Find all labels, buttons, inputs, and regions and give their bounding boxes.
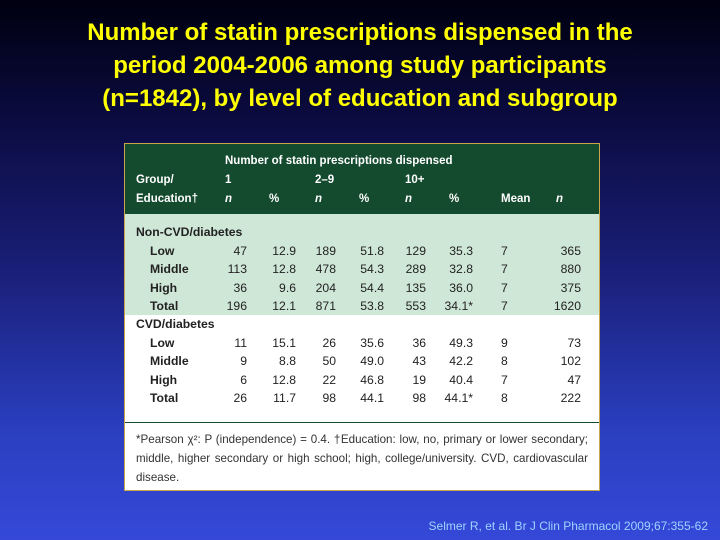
row-label: Middle xyxy=(150,354,189,368)
table-cell: 9 xyxy=(240,354,247,368)
table-cell: 42.2 xyxy=(449,354,473,368)
table-cell: 7 xyxy=(501,299,508,313)
row-label: Low xyxy=(150,335,175,350)
table-footnote: *Pearson χ²: P (independence) = 0.4. †Ed… xyxy=(136,433,588,484)
footnote-divider xyxy=(125,422,599,423)
table-cell: 49.3 xyxy=(449,335,473,350)
table-cell: 54.3 xyxy=(360,262,384,276)
table-cell: 36.0 xyxy=(449,280,473,295)
table-cell: 11.7 xyxy=(273,391,296,405)
section-heading: Non-CVD/diabetes xyxy=(136,225,243,239)
row-label: High xyxy=(150,280,178,295)
table-cell: 135 xyxy=(405,280,426,295)
table-cell: 32.8 xyxy=(449,262,473,276)
table-cell: 478 xyxy=(315,262,336,276)
table-cell: 7 xyxy=(501,243,508,258)
title-line-1: Number of statin prescriptions dispensed… xyxy=(87,19,633,46)
table-cell: 102 xyxy=(560,354,581,368)
table-cell: 365 xyxy=(560,243,581,258)
table-cell: 43 xyxy=(412,354,426,368)
row-label: Total xyxy=(150,299,179,313)
table-cell: 12.1 xyxy=(272,299,296,313)
row-label: Low xyxy=(150,243,175,258)
table-cell: 98 xyxy=(322,391,336,405)
header-n-total: n xyxy=(556,193,564,205)
table-cell: 15.1 xyxy=(272,335,296,350)
header-pct-1: % xyxy=(269,193,280,205)
table-cell: 19 xyxy=(412,372,426,387)
table-cell: 12.8 xyxy=(272,262,296,276)
table-cell: 196 xyxy=(226,299,247,313)
table-cell: 46.8 xyxy=(360,372,384,387)
section-band-non-cvd xyxy=(125,214,599,315)
header-bin-1: 1 xyxy=(225,174,232,186)
header-n-1: n xyxy=(225,193,233,205)
table-cell: 36 xyxy=(233,280,247,295)
header-pct-3: % xyxy=(449,193,460,205)
row-label: Total xyxy=(150,391,179,405)
table-cell: 22 xyxy=(322,372,336,387)
table-cell: 49.0 xyxy=(360,354,384,368)
row-label: High xyxy=(150,372,178,387)
table-cell: 9.6 xyxy=(279,280,296,295)
table-cell: 47 xyxy=(233,243,247,258)
table-cell: 51.8 xyxy=(360,243,384,258)
section-band-cvd xyxy=(125,315,599,410)
table-cell: 8.8 xyxy=(279,354,296,368)
table-cell: 871 xyxy=(315,299,336,313)
table-header: Number of statin prescriptions dispensed… xyxy=(125,144,599,214)
header-mean: Mean xyxy=(501,193,531,205)
title-line-3: (n=1842), by level of education and subg… xyxy=(102,85,618,112)
table-cell: 12.8 xyxy=(272,372,296,387)
table-cell: 11 xyxy=(234,335,247,350)
header-pct-2: % xyxy=(359,193,370,205)
table-cell: 34.1* xyxy=(444,299,473,313)
table-cell: 36 xyxy=(412,335,426,350)
table-cell: 40.4 xyxy=(449,372,473,387)
table-cell: 7 xyxy=(501,280,508,295)
section-heading: CVD/diabetes xyxy=(136,317,215,331)
table-cell: 553 xyxy=(405,299,426,313)
table-cell: 44.1 xyxy=(360,391,384,405)
table-cell: 189 xyxy=(315,243,336,258)
table-cell: 1620 xyxy=(553,299,581,313)
table-cell: 289 xyxy=(405,262,426,276)
table-cell: 50 xyxy=(322,354,336,368)
table-cell: 47 xyxy=(567,372,581,387)
title-line-2: period 2004-2006 among study participant… xyxy=(113,52,607,79)
table-cell: 12.9 xyxy=(272,243,296,258)
header-bin-3: 10+ xyxy=(405,174,425,186)
table-cell: 53.8 xyxy=(360,299,384,313)
slide-title: Number of statin prescriptions dispensed… xyxy=(10,16,710,115)
table-cell: 880 xyxy=(560,262,581,276)
table-cell: 35.3 xyxy=(449,243,473,258)
table-cell: 113 xyxy=(227,262,247,276)
header-bin-2: 2–9 xyxy=(315,174,335,186)
table-cell: 26 xyxy=(322,335,336,350)
header-education: Education† xyxy=(136,193,198,205)
table-cell: 54.4 xyxy=(360,280,384,295)
table-cell: 375 xyxy=(560,280,581,295)
table-cell: 35.6 xyxy=(360,335,384,350)
statin-table: Number of statin prescriptions dispensed… xyxy=(124,143,600,491)
table-cell: 26 xyxy=(233,391,247,405)
table-cell: 7 xyxy=(501,262,508,276)
table-cell: 8 xyxy=(501,354,508,368)
citation: Selmer R, et al. Br J Clin Pharmacol 200… xyxy=(428,519,708,533)
header-n-3: n xyxy=(405,193,413,205)
table-cell: 44.1* xyxy=(444,391,473,405)
table-cell: 222 xyxy=(560,391,581,405)
row-label: Middle xyxy=(150,262,189,276)
header-span-title: Number of statin prescriptions dispensed xyxy=(225,155,453,167)
table-cell: 7 xyxy=(501,372,508,387)
table-cell: 98 xyxy=(412,391,426,405)
table-cell: 6 xyxy=(240,372,247,387)
table-cell: 204 xyxy=(315,280,336,295)
table-cell: 8 xyxy=(501,391,508,405)
table-cell: 73 xyxy=(567,335,581,350)
header-n-2: n xyxy=(315,193,323,205)
header-group: Group/ xyxy=(136,174,174,186)
table-cell: 129 xyxy=(405,243,426,258)
table-cell: 9 xyxy=(501,335,508,350)
